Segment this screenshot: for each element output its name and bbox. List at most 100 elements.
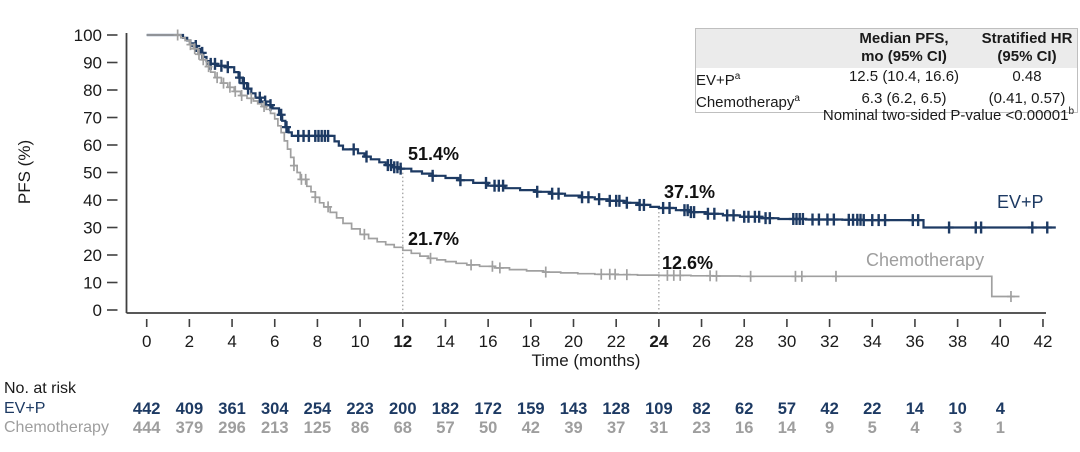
x-tick-label: 18 bbox=[521, 332, 540, 351]
summary-median-value: 12.5 (10.4, 16.6) bbox=[848, 68, 960, 85]
y-axis-title: PFS (%) bbox=[15, 140, 34, 204]
at-risk-value: 14 bbox=[905, 400, 925, 418]
landmark-ev-12mo: 51.4% bbox=[408, 144, 460, 164]
at-risk-value: 42 bbox=[820, 400, 839, 418]
at-risk-value: 143 bbox=[559, 400, 588, 418]
summary-row-label: Chemotherapya bbox=[696, 93, 800, 111]
x-tick-label: 32 bbox=[820, 332, 839, 351]
x-tick-label: 38 bbox=[948, 332, 967, 351]
x-tick-label: 10 bbox=[351, 332, 370, 351]
at-risk-value: 109 bbox=[645, 400, 673, 418]
x-tick-label: 24 bbox=[649, 332, 668, 351]
at-risk-value: 31 bbox=[649, 419, 669, 437]
at-risk-value: 254 bbox=[303, 400, 332, 418]
x-tick-label: 0 bbox=[142, 332, 151, 351]
y-tick-label: 20 bbox=[83, 246, 102, 265]
summary-hr-value: (0.41, 0.57) bbox=[988, 90, 1066, 107]
at-risk-value: 172 bbox=[474, 400, 502, 418]
at-risk-value: 200 bbox=[389, 400, 417, 418]
summary-row-label: EV+Pa bbox=[696, 71, 741, 89]
x-tick-label: 16 bbox=[479, 332, 498, 351]
at-risk-value: 82 bbox=[692, 400, 711, 418]
at-risk-value: 442 bbox=[132, 400, 161, 418]
x-tick-label: 20 bbox=[564, 332, 583, 351]
at-risk-value: 42 bbox=[521, 419, 540, 437]
at-risk-value: 159 bbox=[517, 400, 545, 418]
x-tick-label: 8 bbox=[313, 332, 322, 351]
at-risk-value: 23 bbox=[692, 419, 711, 437]
at-risk-value: 16 bbox=[735, 419, 754, 437]
x-tick-label: 30 bbox=[777, 332, 796, 351]
at-risk-value: 68 bbox=[393, 419, 412, 437]
at-risk-row-label-ev-p: EV+P bbox=[4, 400, 46, 417]
x-tick-label: 28 bbox=[735, 332, 754, 351]
at-risk-value: 4 bbox=[995, 400, 1005, 418]
summary-table-header-hr: Stratified HR (95% CI) bbox=[981, 30, 1073, 65]
y-tick-label: 70 bbox=[83, 109, 102, 128]
landmark-chemo-12mo: 21.7% bbox=[408, 229, 460, 249]
at-risk-value: 361 bbox=[218, 400, 246, 418]
at-risk-value: 223 bbox=[346, 400, 374, 418]
summary-hr-value: 0.48 bbox=[1012, 68, 1042, 85]
at-risk-value: 3 bbox=[953, 419, 963, 437]
x-tick-label: 4 bbox=[227, 332, 236, 351]
at-risk-value: 125 bbox=[303, 419, 332, 437]
x-tick-label: 36 bbox=[905, 332, 924, 351]
summary-median-value: 6.3 (6.2, 6.5) bbox=[861, 90, 947, 107]
curve-label-ev-p: EV+P bbox=[997, 192, 1044, 212]
at-risk-value: 409 bbox=[175, 400, 204, 418]
x-tick-label: 40 bbox=[991, 332, 1010, 351]
at-risk-value: 37 bbox=[606, 419, 626, 437]
at-risk-value: 57 bbox=[777, 400, 797, 418]
at-risk-value: 10 bbox=[948, 400, 967, 418]
x-axis-title: Time (months) bbox=[532, 351, 641, 370]
y-tick-label: 10 bbox=[83, 274, 102, 293]
y-tick-label: 30 bbox=[83, 219, 102, 238]
x-tick-label: 14 bbox=[436, 332, 455, 351]
y-tick-label: 40 bbox=[83, 191, 102, 210]
x-tick-label: 6 bbox=[270, 332, 279, 351]
at-risk-title: No. at risk bbox=[4, 380, 77, 397]
at-risk-value: 14 bbox=[777, 419, 797, 437]
landmark-ev-24mo: 37.1% bbox=[664, 182, 716, 202]
at-risk-value: 444 bbox=[132, 419, 161, 437]
pvalue-note: Nominal two-sided P-value <0.00001b bbox=[822, 106, 1074, 124]
at-risk-value: 22 bbox=[863, 400, 882, 418]
x-tick-label: 2 bbox=[185, 332, 194, 351]
y-tick-label: 90 bbox=[83, 54, 102, 73]
at-risk-value: 213 bbox=[260, 419, 289, 437]
x-tick-label: 42 bbox=[1034, 332, 1053, 351]
at-risk-row-label-chemotherapy: Chemotherapy bbox=[4, 419, 109, 436]
at-risk-value: 5 bbox=[867, 419, 877, 437]
at-risk-value: 39 bbox=[564, 419, 583, 437]
at-risk-value: 9 bbox=[824, 419, 835, 437]
x-tick-label: 22 bbox=[607, 332, 626, 351]
summary-table: Median PFS, mo (95% CI) Stratified HR (9… bbox=[695, 28, 1078, 113]
summary-table-row-chemo: Chemotherapya 6.3 (6.2, 6.5) (0.41, 0.57… bbox=[696, 90, 1077, 112]
at-risk-value: 304 bbox=[260, 400, 289, 418]
x-tick-label: 34 bbox=[863, 332, 882, 351]
at-risk-value: 1 bbox=[995, 419, 1005, 437]
summary-table-header-empty bbox=[696, 30, 831, 66]
x-tick-label: 26 bbox=[692, 332, 711, 351]
at-risk-value: 86 bbox=[350, 419, 370, 437]
at-risk-value: 128 bbox=[602, 400, 630, 418]
summary-table-row-evp: EV+Pa 12.5 (10.4, 16.6) 0.48 bbox=[696, 68, 1077, 90]
x-tick-label: 12 bbox=[393, 332, 412, 351]
y-tick-label: 60 bbox=[83, 136, 102, 155]
at-risk-value: 57 bbox=[436, 419, 455, 437]
y-tick-label: 80 bbox=[83, 81, 102, 100]
y-tick-label: 50 bbox=[83, 164, 102, 183]
curve-label-chemotherapy: Chemotherapy bbox=[866, 250, 985, 270]
at-risk-value: 50 bbox=[478, 419, 498, 437]
at-risk-value: 62 bbox=[735, 400, 754, 418]
summary-table-header-median: Median PFS, mo (95% CI) bbox=[859, 30, 949, 65]
landmark-chemo-24mo: 12.6% bbox=[662, 253, 714, 273]
y-tick-label: 100 bbox=[74, 26, 102, 45]
at-risk-value: 296 bbox=[218, 419, 246, 437]
at-risk-value: 182 bbox=[431, 400, 460, 418]
at-risk-value: 4 bbox=[910, 419, 920, 437]
at-risk-value: 379 bbox=[175, 419, 204, 437]
